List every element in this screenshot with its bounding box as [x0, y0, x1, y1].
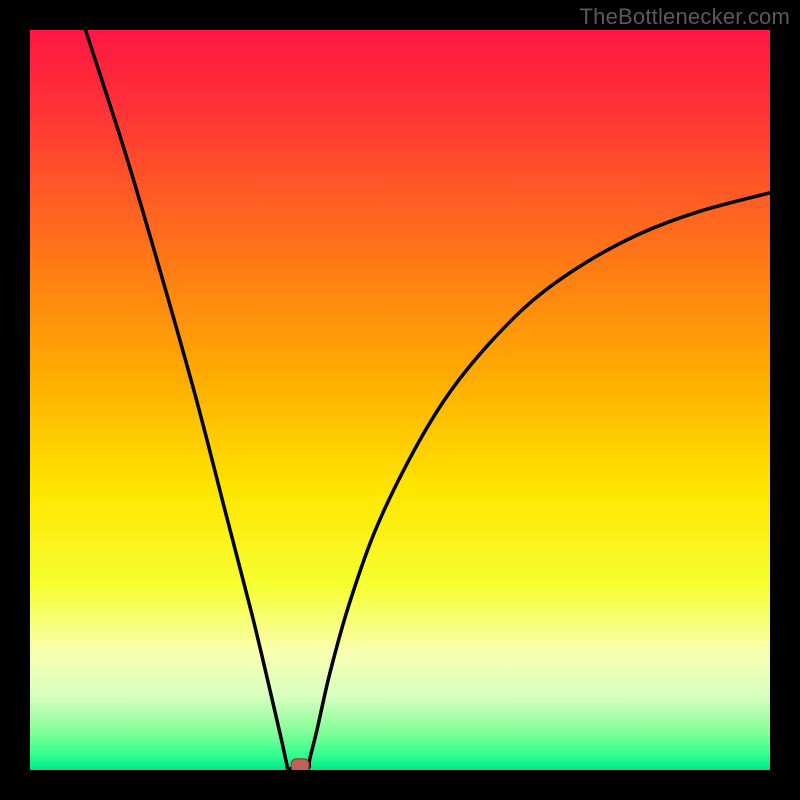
gradient-background [30, 30, 770, 770]
plot-svg [30, 30, 770, 770]
watermark-text: TheBottlenecker.com [580, 4, 790, 30]
valley-marker [291, 759, 309, 770]
chart-frame: TheBottlenecker.com [0, 0, 800, 800]
plot-area [30, 30, 770, 770]
